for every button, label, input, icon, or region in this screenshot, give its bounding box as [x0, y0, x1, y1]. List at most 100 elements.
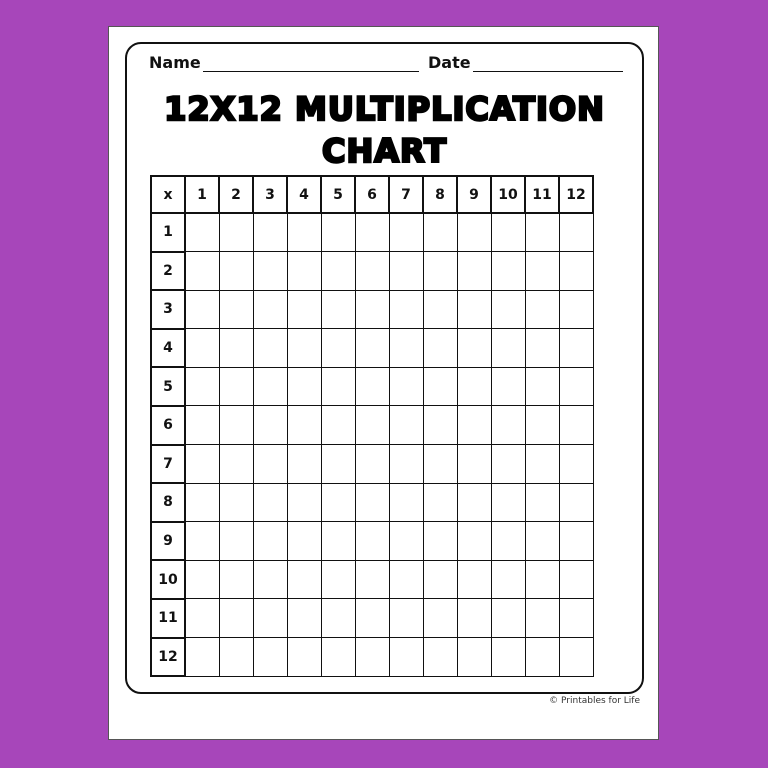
answer-cell[interactable]	[286, 366, 322, 407]
date-field[interactable]: Date	[428, 53, 623, 72]
answer-cell[interactable]	[524, 444, 560, 484]
answer-cell[interactable]	[354, 328, 390, 368]
answer-cell[interactable]	[558, 366, 594, 407]
answer-cell[interactable]	[218, 328, 254, 368]
answer-cell[interactable]	[558, 405, 594, 446]
answer-cell[interactable]	[354, 405, 390, 446]
answer-cell[interactable]	[286, 289, 322, 330]
answer-cell[interactable]	[388, 559, 424, 600]
answer-cell[interactable]	[286, 405, 322, 446]
answer-cell[interactable]	[388, 212, 424, 253]
answer-cell[interactable]	[286, 598, 322, 639]
answer-cell[interactable]	[388, 405, 424, 446]
answer-cell[interactable]	[558, 328, 594, 368]
answer-cell[interactable]	[184, 328, 220, 368]
answer-cell[interactable]	[422, 521, 458, 561]
answer-cell[interactable]	[558, 521, 594, 561]
answer-cell[interactable]	[320, 637, 356, 677]
answer-cell[interactable]	[184, 444, 220, 484]
answer-cell[interactable]	[320, 521, 356, 561]
answer-cell[interactable]	[218, 289, 254, 330]
answer-cell[interactable]	[286, 559, 322, 600]
answer-cell[interactable]	[524, 251, 560, 291]
date-line[interactable]	[472, 53, 623, 72]
answer-cell[interactable]	[286, 212, 322, 253]
answer-cell[interactable]	[320, 598, 356, 639]
answer-cell[interactable]	[524, 405, 560, 446]
answer-cell[interactable]	[558, 482, 594, 523]
answer-cell[interactable]	[490, 521, 526, 561]
answer-cell[interactable]	[184, 366, 220, 407]
answer-cell[interactable]	[456, 366, 492, 407]
answer-cell[interactable]	[218, 559, 254, 600]
answer-cell[interactable]	[184, 482, 220, 523]
answer-cell[interactable]	[490, 482, 526, 523]
answer-cell[interactable]	[490, 637, 526, 677]
answer-cell[interactable]	[354, 366, 390, 407]
answer-cell[interactable]	[218, 521, 254, 561]
answer-cell[interactable]	[422, 251, 458, 291]
answer-cell[interactable]	[320, 559, 356, 600]
answer-cell[interactable]	[286, 328, 322, 368]
answer-cell[interactable]	[456, 289, 492, 330]
answer-cell[interactable]	[524, 521, 560, 561]
answer-cell[interactable]	[388, 521, 424, 561]
answer-cell[interactable]	[524, 328, 560, 368]
answer-cell[interactable]	[524, 559, 560, 600]
answer-cell[interactable]	[184, 598, 220, 639]
answer-cell[interactable]	[490, 366, 526, 407]
answer-cell[interactable]	[184, 251, 220, 291]
answer-cell[interactable]	[354, 289, 390, 330]
answer-cell[interactable]	[184, 521, 220, 561]
answer-cell[interactable]	[218, 251, 254, 291]
answer-cell[interactable]	[456, 482, 492, 523]
answer-cell[interactable]	[218, 637, 254, 677]
answer-cell[interactable]	[218, 212, 254, 253]
answer-cell[interactable]	[456, 598, 492, 639]
answer-cell[interactable]	[490, 598, 526, 639]
answer-cell[interactable]	[286, 482, 322, 523]
answer-cell[interactable]	[524, 598, 560, 639]
answer-cell[interactable]	[252, 405, 288, 446]
answer-cell[interactable]	[218, 598, 254, 639]
answer-cell[interactable]	[320, 405, 356, 446]
answer-cell[interactable]	[490, 444, 526, 484]
answer-cell[interactable]	[422, 444, 458, 484]
answer-cell[interactable]	[388, 289, 424, 330]
answer-cell[interactable]	[218, 366, 254, 407]
answer-cell[interactable]	[558, 444, 594, 484]
answer-cell[interactable]	[184, 212, 220, 253]
answer-cell[interactable]	[320, 444, 356, 484]
answer-cell[interactable]	[252, 289, 288, 330]
answer-cell[interactable]	[286, 637, 322, 677]
answer-cell[interactable]	[524, 637, 560, 677]
answer-cell[interactable]	[388, 328, 424, 368]
answer-cell[interactable]	[184, 559, 220, 600]
answer-cell[interactable]	[252, 598, 288, 639]
answer-cell[interactable]	[388, 251, 424, 291]
answer-cell[interactable]	[456, 328, 492, 368]
answer-cell[interactable]	[252, 366, 288, 407]
answer-cell[interactable]	[252, 444, 288, 484]
answer-cell[interactable]	[320, 212, 356, 253]
answer-cell[interactable]	[354, 598, 390, 639]
answer-cell[interactable]	[252, 212, 288, 253]
answer-cell[interactable]	[286, 444, 322, 484]
answer-cell[interactable]	[524, 366, 560, 407]
answer-cell[interactable]	[184, 637, 220, 677]
answer-cell[interactable]	[490, 289, 526, 330]
answer-cell[interactable]	[354, 212, 390, 253]
answer-cell[interactable]	[422, 212, 458, 253]
answer-cell[interactable]	[388, 598, 424, 639]
answer-cell[interactable]	[558, 289, 594, 330]
answer-cell[interactable]	[422, 328, 458, 368]
answer-cell[interactable]	[456, 405, 492, 446]
answer-cell[interactable]	[422, 559, 458, 600]
answer-cell[interactable]	[490, 251, 526, 291]
answer-cell[interactable]	[524, 212, 560, 253]
answer-cell[interactable]	[320, 328, 356, 368]
answer-cell[interactable]	[422, 637, 458, 677]
name-field[interactable]: Name	[149, 53, 419, 72]
answer-cell[interactable]	[558, 212, 594, 253]
answer-cell[interactable]	[456, 251, 492, 291]
